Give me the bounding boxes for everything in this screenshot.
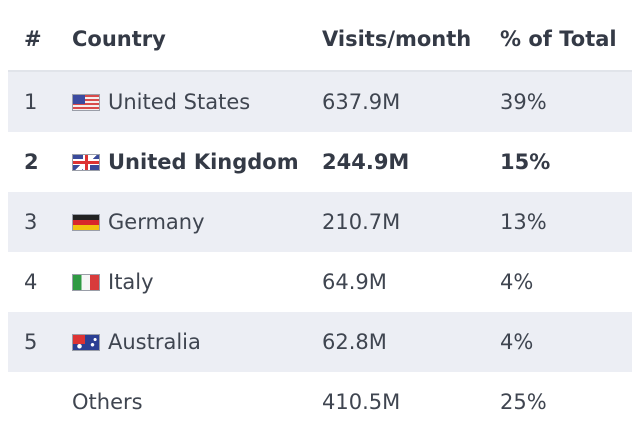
country-cell: Germany [72, 192, 205, 252]
table-row-italy: 4 Italy 64.9M 4% [8, 252, 632, 312]
rank-cell: 3 [24, 210, 38, 234]
table-row-others: Others 410.5M 25% [8, 372, 632, 432]
rank-cell: 1 [24, 90, 38, 114]
percent-cell: 4% [500, 330, 534, 354]
percent-cell: 25% [500, 390, 547, 414]
visits-cell: 62.8M [322, 330, 387, 354]
uk-flag-icon [72, 153, 100, 171]
table-row-united-states: 1 United States 637.9M 39% [8, 72, 632, 132]
rank-cell: 4 [24, 270, 38, 294]
table-header-row: # Country Visits/month % of Total [8, 8, 632, 72]
us-flag-icon [72, 93, 100, 111]
country-cell: Others [72, 372, 143, 432]
column-header-rank[interactable]: # [24, 27, 42, 51]
italy-flag-icon [72, 273, 100, 291]
country-name: Italy [108, 270, 154, 294]
country-cell: United States [72, 72, 250, 132]
country-visits-table: # Country Visits/month % of Total 1 Unit… [8, 8, 632, 432]
country-cell: Australia [72, 312, 201, 372]
percent-cell: 13% [500, 210, 547, 234]
visits-cell: 244.9M [322, 150, 410, 174]
table-row-australia: 5 Australia 62.8M 4% [8, 312, 632, 372]
country-name: United States [108, 90, 251, 114]
country-cell: Italy [72, 252, 154, 312]
country-name: Others [72, 390, 143, 414]
visits-cell: 410.5M [322, 390, 401, 414]
germany-flag-icon [72, 213, 100, 231]
visits-cell: 210.7M [322, 210, 401, 234]
percent-cell: 4% [500, 270, 534, 294]
table-row-germany: 3 Germany 210.7M 13% [8, 192, 632, 252]
percent-cell: 39% [500, 90, 547, 114]
percent-cell: 15% [500, 150, 551, 174]
visits-cell: 637.9M [322, 90, 401, 114]
country-name: United Kingdom [108, 150, 299, 174]
visits-cell: 64.9M [322, 270, 387, 294]
australia-flag-icon [72, 333, 100, 351]
rank-cell: 5 [24, 330, 38, 354]
country-name: Australia [108, 330, 201, 354]
column-header-visits[interactable]: Visits/month [322, 27, 472, 51]
column-header-country[interactable]: Country [72, 27, 166, 51]
country-name: Germany [108, 210, 205, 234]
country-cell: United Kingdom [72, 132, 299, 192]
column-header-percent[interactable]: % of Total [500, 27, 617, 51]
rank-cell: 2 [24, 150, 39, 174]
table-row-united-kingdom: 2 United Kingdom 244.9M 15% [8, 132, 632, 192]
